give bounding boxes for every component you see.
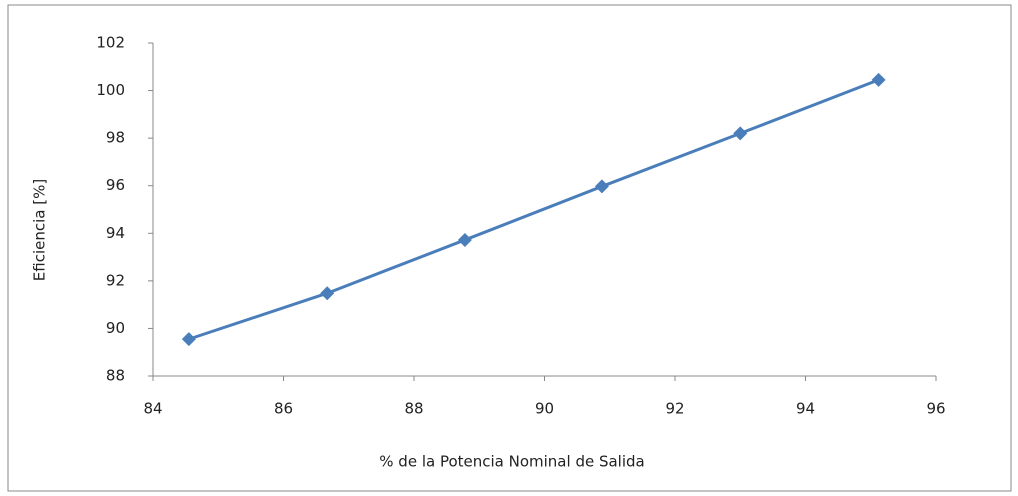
y-tick-label: 92 [106,271,125,289]
x-axis-title: % de la Potencia Nominal de Salida [379,453,644,471]
data-point [594,179,609,194]
y-tick-label: 94 [106,224,125,242]
y-axis-title: Eficiencia [%] [31,179,49,281]
data-point [181,332,196,347]
x-tick-label: 88 [404,400,423,418]
y-tick-label: 88 [106,367,125,385]
data-point [320,286,335,301]
x-tick-label: 96 [926,400,945,418]
data-point [457,232,472,247]
x-tick-label: 94 [796,400,815,418]
y-tick-label: 96 [106,176,125,194]
data-line [188,78,880,341]
y-tick-label: 98 [106,129,125,147]
y-tick-label: 102 [96,34,125,52]
x-tick-label: 86 [274,400,293,418]
y-tick-label: 90 [106,319,125,337]
y-tick-label: 100 [96,81,125,99]
x-tick-label: 84 [143,400,162,418]
chart-frame [7,4,1012,492]
data-point [871,72,886,87]
data-point [733,126,748,141]
x-tick-label: 90 [535,400,554,418]
x-tick-label: 92 [665,400,684,418]
